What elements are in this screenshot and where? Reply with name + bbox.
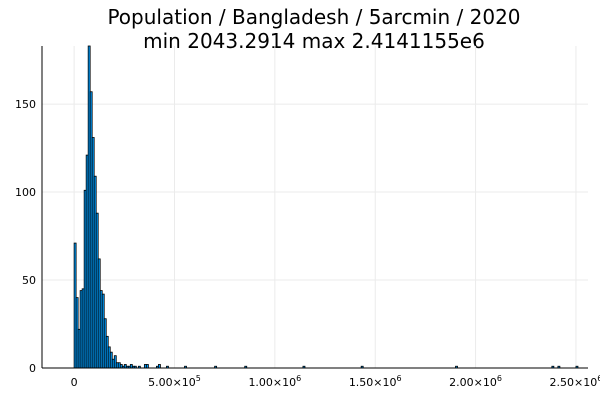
x-tick-label: 5.00×105 [148, 374, 201, 389]
x-tick-label: 1.50×106 [349, 374, 402, 389]
y-tick-label: 0 [29, 362, 36, 375]
histogram-bar [145, 364, 149, 369]
y-tick-label: 50 [22, 274, 36, 287]
y-tick-label: 150 [15, 98, 36, 111]
chart-title: Population / Bangladesh / 5arcmin / 2020 [107, 5, 520, 29]
x-tick-label: 2.50×106 [550, 374, 600, 389]
x-tick-label: 0 [71, 376, 78, 389]
axes [41, 46, 588, 369]
histogram-bar [158, 364, 161, 369]
tick-labels: 0 50 100 150 0 5.00×105 1.00×106 1.50×106 2.00×1… [15, 98, 600, 389]
x-tick-label: 1.00×106 [248, 374, 301, 389]
grid-lines [42, 46, 588, 369]
chart-subtitle: min 2043.2914 max 2.4141155e6 [143, 29, 485, 53]
x-tick-label: 2.00×106 [449, 374, 502, 389]
y-tick-label: 100 [15, 186, 36, 199]
histogram-bars [73, 45, 579, 369]
